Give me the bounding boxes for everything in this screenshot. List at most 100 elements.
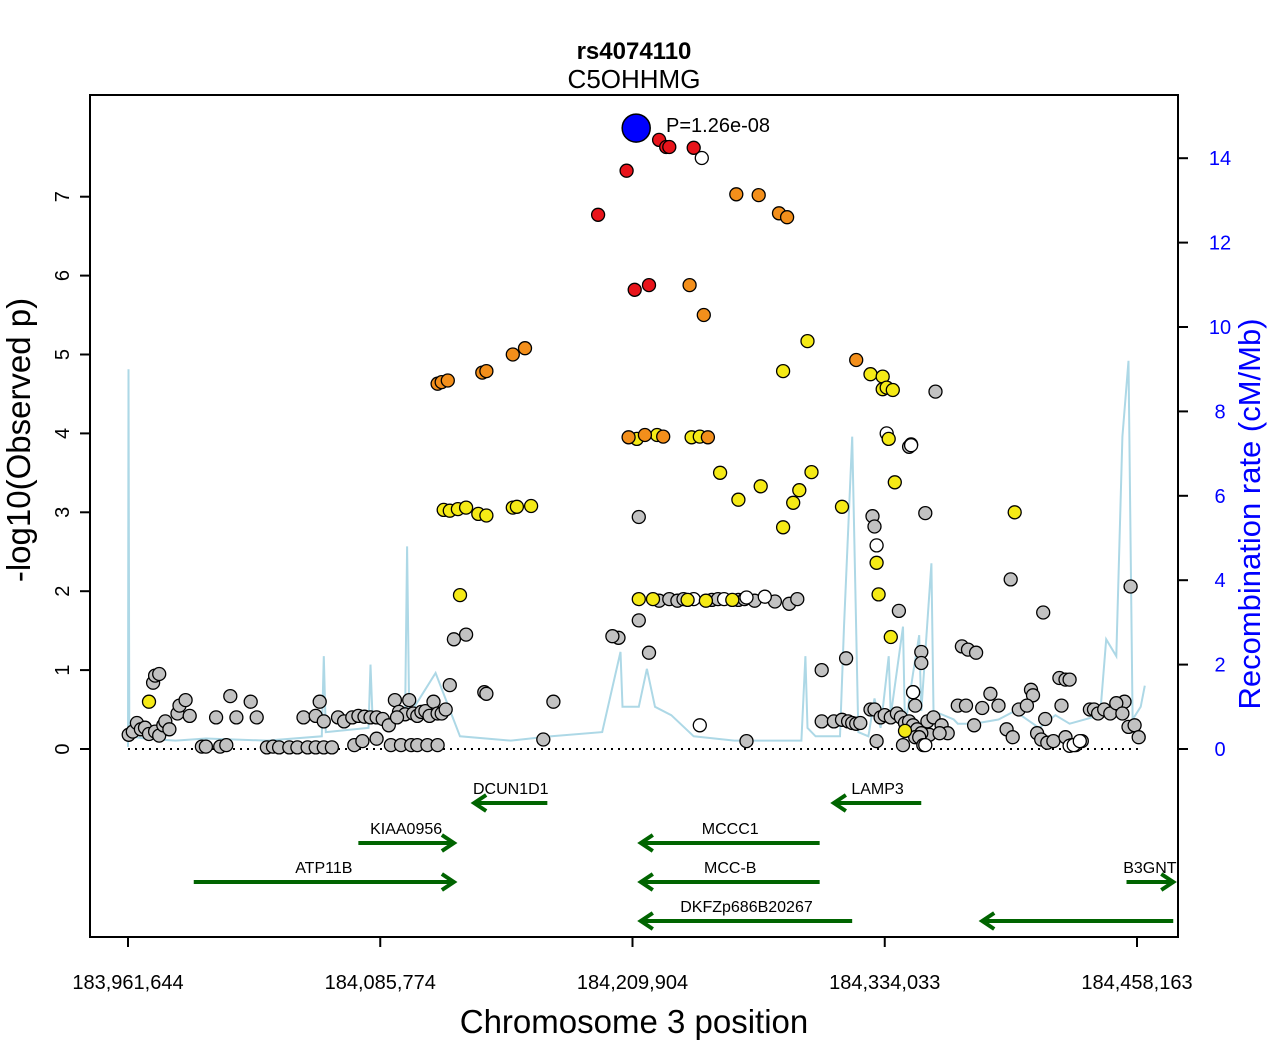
snp-point-gray [208, 710, 224, 725]
gene-arrowhead [637, 911, 654, 931]
snp-point-gray [1046, 733, 1061, 749]
snp-point-gray [869, 733, 884, 749]
x-tick-label: 184,085,774 [325, 972, 436, 994]
snp-point-gray [442, 677, 457, 693]
gene-b3gnt: B3GNT [1123, 860, 1177, 892]
snp-point-gray [1109, 696, 1124, 711]
plot-frame [89, 94, 1179, 938]
snp-point-yellow [452, 587, 468, 603]
snp-point-yellow [897, 723, 913, 739]
y2-tick-label: 2 [1214, 655, 1225, 677]
snp-point-yellow [834, 499, 850, 514]
gene-arrowhead [440, 833, 458, 853]
snp-point-gray [918, 505, 933, 521]
snp-point-yellow [631, 591, 646, 607]
gene-dkfzp686b20267: DKFZp686B20267 [637, 899, 853, 931]
gene-label: LAMP3 [851, 781, 904, 798]
y2-tick-label: 12 [1209, 233, 1231, 255]
snp-point-gray [229, 710, 244, 725]
snp-point-gray [975, 700, 990, 716]
snp-point-yellow [792, 483, 807, 498]
snp-point-yellow [786, 495, 801, 510]
y2-tick-label: 4 [1214, 570, 1225, 592]
snp-point-orange [779, 210, 795, 225]
snp-point-yellow [645, 591, 661, 607]
gene-unnamed [978, 911, 1174, 931]
snp-point-gray [316, 714, 331, 729]
snp-point-orange [656, 429, 671, 444]
x-tick-label: 184,458,163 [1081, 972, 1192, 994]
snp-point-orange [479, 363, 494, 379]
snp-point-gray [1019, 698, 1035, 713]
snp-point-gray [928, 384, 943, 399]
gene-label: B3GNT [1123, 860, 1177, 877]
snp-point-gray [1123, 579, 1138, 594]
y-tick-label: 7 [52, 191, 74, 202]
snp-point-gray [536, 732, 551, 747]
snp-point-gray [790, 591, 805, 607]
snp-point-gray [1131, 730, 1146, 745]
y-axis-title: -log10(Observed p) [0, 298, 37, 582]
snp-point-gray [446, 632, 462, 647]
snp-point-red [641, 277, 657, 293]
gene-dcun1d1: DCUN1D1 [470, 781, 549, 813]
snp-point-yellow [479, 508, 494, 523]
snp-point-yellow [881, 431, 896, 447]
y2-tick-label: 10 [1209, 317, 1231, 339]
snp-point-gray [389, 710, 405, 725]
gene-atp11b: ATP11B [193, 860, 458, 892]
snp-point-orange [751, 187, 766, 203]
y2-tick-label: 8 [1214, 401, 1225, 423]
snp-point-red [590, 207, 606, 222]
snp-point-yellow [753, 479, 768, 494]
snp-point-gray [895, 737, 911, 753]
snp-point-gray [605, 629, 620, 644]
snp-point-gray [991, 698, 1006, 713]
snp-point-white [903, 438, 919, 453]
snp-point-gray [1005, 730, 1020, 745]
snp-point-white [692, 718, 707, 733]
snp-point-gray [438, 702, 453, 717]
gene-arrowhead [470, 793, 488, 813]
snp-point-yellow [509, 499, 525, 514]
snp-point-gray [324, 740, 340, 755]
snp-point-white [869, 538, 884, 553]
x-tick-label: 183,961,644 [72, 972, 183, 994]
y2-tick-label: 0 [1214, 739, 1225, 761]
snp-point-gray [631, 509, 646, 525]
snp-point-gray [641, 645, 657, 660]
snp-point-gray [430, 737, 445, 753]
snp-point-yellow [863, 367, 878, 382]
snp-point-orange [621, 430, 636, 445]
snp-point-gray [631, 613, 646, 628]
gene-track: DCUN1D1 LAMP3 KIAA0956 MCCC1 ATP11B MCC-B B3GN… [193, 781, 1177, 931]
y-axis-right: 0 2 4 6 8 10 12 14 [1178, 148, 1231, 761]
gene-arrowhead [1160, 872, 1177, 892]
lead-snp-point [621, 113, 651, 143]
snp-point-yellow [141, 694, 157, 709]
snp-point-gray [838, 651, 854, 666]
snp-point-gray [932, 726, 947, 741]
gene-label: ATP11B [295, 860, 352, 877]
snp-point-gray [178, 692, 193, 708]
snp-point-gray [966, 718, 982, 733]
snp-point-gray [814, 714, 829, 729]
snp-point-red [619, 163, 634, 178]
snp-point-gray [908, 698, 923, 713]
snp-point-red [627, 282, 642, 297]
chart-subtitle: C5OHHMG [568, 64, 701, 94]
snp-point-yellow [523, 498, 539, 514]
lead-snp-pvalue: P=1.26e-08 [666, 115, 770, 137]
snp-point-red [686, 140, 701, 155]
gene-label: DKFZp686B20267 [680, 899, 813, 916]
snp-point-gray [739, 733, 754, 749]
y-tick-label: 5 [52, 349, 74, 360]
snp-point-yellow [871, 587, 886, 602]
gene-arrowhead [978, 911, 996, 931]
snp-point-gray [162, 722, 177, 737]
snp-point-gray [891, 603, 907, 619]
snp-point-yellow [731, 492, 746, 507]
snp-point-yellow [712, 465, 728, 480]
snp-point-gray [958, 698, 974, 713]
